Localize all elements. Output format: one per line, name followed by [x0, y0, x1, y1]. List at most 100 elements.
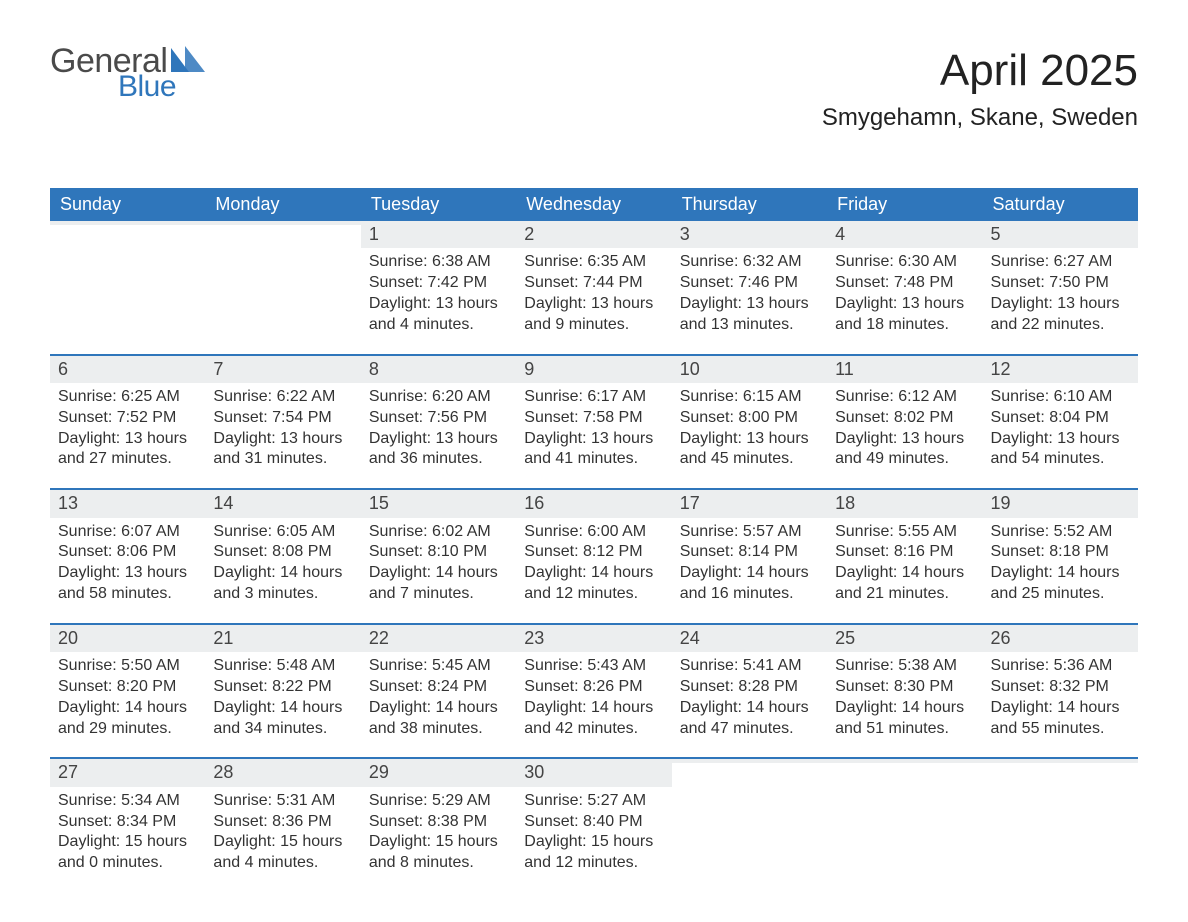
day-cell: Sunrise: 6:38 AMSunset: 7:42 PMDaylight:… — [361, 248, 516, 353]
day-number: 5 — [983, 221, 1138, 248]
day-number: 19 — [983, 490, 1138, 517]
sunrise-text: Sunrise: 6:22 AM — [213, 387, 352, 408]
sunset-text: Sunset: 8:02 PM — [835, 408, 974, 429]
daylight2-text: and 25 minutes. — [991, 584, 1130, 605]
day-cell: Sunrise: 6:17 AMSunset: 7:58 PMDaylight:… — [516, 383, 671, 488]
daylight2-text: and 4 minutes. — [369, 315, 508, 336]
day-cell: Sunrise: 5:36 AMSunset: 8:32 PMDaylight:… — [983, 652, 1138, 757]
daylight1-text: Daylight: 14 hours — [991, 563, 1130, 584]
day-cell — [672, 787, 827, 883]
day-cell: Sunrise: 6:22 AMSunset: 7:54 PMDaylight:… — [205, 383, 360, 488]
sunset-text: Sunset: 8:08 PM — [213, 542, 352, 563]
day-cell: Sunrise: 6:25 AMSunset: 7:52 PMDaylight:… — [50, 383, 205, 488]
sunset-text: Sunset: 7:52 PM — [58, 408, 197, 429]
sunrise-text: Sunrise: 5:52 AM — [991, 522, 1130, 543]
daylight2-text: and 16 minutes. — [680, 584, 819, 605]
day-cell: Sunrise: 5:34 AMSunset: 8:34 PMDaylight:… — [50, 787, 205, 892]
day-number: 30 — [516, 759, 671, 786]
weekday-heading: Sunday — [50, 188, 205, 221]
daylight2-text: and 27 minutes. — [58, 449, 197, 470]
day-cell: Sunrise: 6:15 AMSunset: 8:00 PMDaylight:… — [672, 383, 827, 488]
weekday-heading: Thursday — [672, 188, 827, 221]
daylight2-text: and 29 minutes. — [58, 719, 197, 740]
sunrise-text: Sunrise: 6:30 AM — [835, 252, 974, 273]
sunset-text: Sunset: 8:28 PM — [680, 677, 819, 698]
daylight1-text: Daylight: 15 hours — [58, 832, 197, 853]
daylight2-text: and 21 minutes. — [835, 584, 974, 605]
day-number: 16 — [516, 490, 671, 517]
location-subtitle: Smygehamn, Skane, Sweden — [822, 104, 1138, 132]
brand-logo-text: General Blue — [50, 40, 205, 102]
daylight2-text: and 38 minutes. — [369, 719, 508, 740]
daylight1-text: Daylight: 15 hours — [213, 832, 352, 853]
daylight1-text: Daylight: 14 hours — [680, 563, 819, 584]
daylight1-text: Daylight: 14 hours — [835, 563, 974, 584]
sunrise-text: Sunrise: 6:32 AM — [680, 252, 819, 273]
daylight2-text: and 12 minutes. — [524, 584, 663, 605]
sunset-text: Sunset: 8:14 PM — [680, 542, 819, 563]
sunrise-text: Sunrise: 5:38 AM — [835, 656, 974, 677]
sunset-text: Sunset: 8:36 PM — [213, 812, 352, 833]
daylight1-text: Daylight: 13 hours — [835, 429, 974, 450]
day-cell: Sunrise: 6:20 AMSunset: 7:56 PMDaylight:… — [361, 383, 516, 488]
sunset-text: Sunset: 8:16 PM — [835, 542, 974, 563]
sunrise-text: Sunrise: 6:25 AM — [58, 387, 197, 408]
sunset-text: Sunset: 8:22 PM — [213, 677, 352, 698]
day-number — [983, 759, 1138, 763]
sunset-text: Sunset: 8:06 PM — [58, 542, 197, 563]
day-number: 18 — [827, 490, 982, 517]
daylight2-text: and 51 minutes. — [835, 719, 974, 740]
day-cell: Sunrise: 6:05 AMSunset: 8:08 PMDaylight:… — [205, 518, 360, 623]
day-number: 2 — [516, 221, 671, 248]
daylight2-text: and 0 minutes. — [58, 853, 197, 874]
sunrise-text: Sunrise: 6:05 AM — [213, 522, 352, 543]
sunrise-text: Sunrise: 6:15 AM — [680, 387, 819, 408]
daylight1-text: Daylight: 14 hours — [524, 698, 663, 719]
sunset-text: Sunset: 8:18 PM — [991, 542, 1130, 563]
day-cell: Sunrise: 5:27 AMSunset: 8:40 PMDaylight:… — [516, 787, 671, 892]
day-number: 6 — [50, 356, 205, 383]
calendar-weekday-header: Sunday Monday Tuesday Wednesday Thursday… — [50, 188, 1138, 221]
weekday-heading: Saturday — [983, 188, 1138, 221]
sunrise-text: Sunrise: 6:35 AM — [524, 252, 663, 273]
daylight2-text: and 7 minutes. — [369, 584, 508, 605]
day-cell — [983, 787, 1138, 883]
day-cell: Sunrise: 6:30 AMSunset: 7:48 PMDaylight:… — [827, 248, 982, 353]
sunset-text: Sunset: 8:12 PM — [524, 542, 663, 563]
sunrise-text: Sunrise: 5:34 AM — [58, 791, 197, 812]
daylight2-text: and 9 minutes. — [524, 315, 663, 336]
sunrise-text: Sunrise: 6:38 AM — [369, 252, 508, 273]
day-cell: Sunrise: 6:35 AMSunset: 7:44 PMDaylight:… — [516, 248, 671, 353]
sunrise-text: Sunrise: 6:10 AM — [991, 387, 1130, 408]
day-number: 21 — [205, 625, 360, 652]
sunset-text: Sunset: 7:54 PM — [213, 408, 352, 429]
day-cell — [50, 248, 205, 344]
sunset-text: Sunset: 7:58 PM — [524, 408, 663, 429]
weekday-heading: Monday — [205, 188, 360, 221]
daylight1-text: Daylight: 13 hours — [524, 429, 663, 450]
sunset-text: Sunset: 7:56 PM — [369, 408, 508, 429]
sunrise-text: Sunrise: 5:43 AM — [524, 656, 663, 677]
day-cell: Sunrise: 5:38 AMSunset: 8:30 PMDaylight:… — [827, 652, 982, 757]
sunset-text: Sunset: 8:32 PM — [991, 677, 1130, 698]
sunset-text: Sunset: 7:50 PM — [991, 273, 1130, 294]
daylight1-text: Daylight: 15 hours — [524, 832, 663, 853]
day-number — [50, 221, 205, 225]
day-cell: Sunrise: 5:57 AMSunset: 8:14 PMDaylight:… — [672, 518, 827, 623]
day-number: 23 — [516, 625, 671, 652]
daylight1-text: Daylight: 13 hours — [991, 429, 1130, 450]
brand-word-blue: Blue — [118, 72, 205, 102]
daylight2-text: and 36 minutes. — [369, 449, 508, 470]
page: General Blue April 2025 Smygehamn, Skane… — [0, 0, 1188, 922]
sunrise-text: Sunrise: 6:17 AM — [524, 387, 663, 408]
sunset-text: Sunset: 7:46 PM — [680, 273, 819, 294]
daylight1-text: Daylight: 14 hours — [369, 563, 508, 584]
weekday-heading: Friday — [827, 188, 982, 221]
daylight2-text: and 47 minutes. — [680, 719, 819, 740]
day-number: 4 — [827, 221, 982, 248]
day-cell: Sunrise: 5:43 AMSunset: 8:26 PMDaylight:… — [516, 652, 671, 757]
sunrise-text: Sunrise: 5:50 AM — [58, 656, 197, 677]
weekday-heading: Tuesday — [361, 188, 516, 221]
sunrise-text: Sunrise: 6:02 AM — [369, 522, 508, 543]
daylight1-text: Daylight: 14 hours — [213, 698, 352, 719]
